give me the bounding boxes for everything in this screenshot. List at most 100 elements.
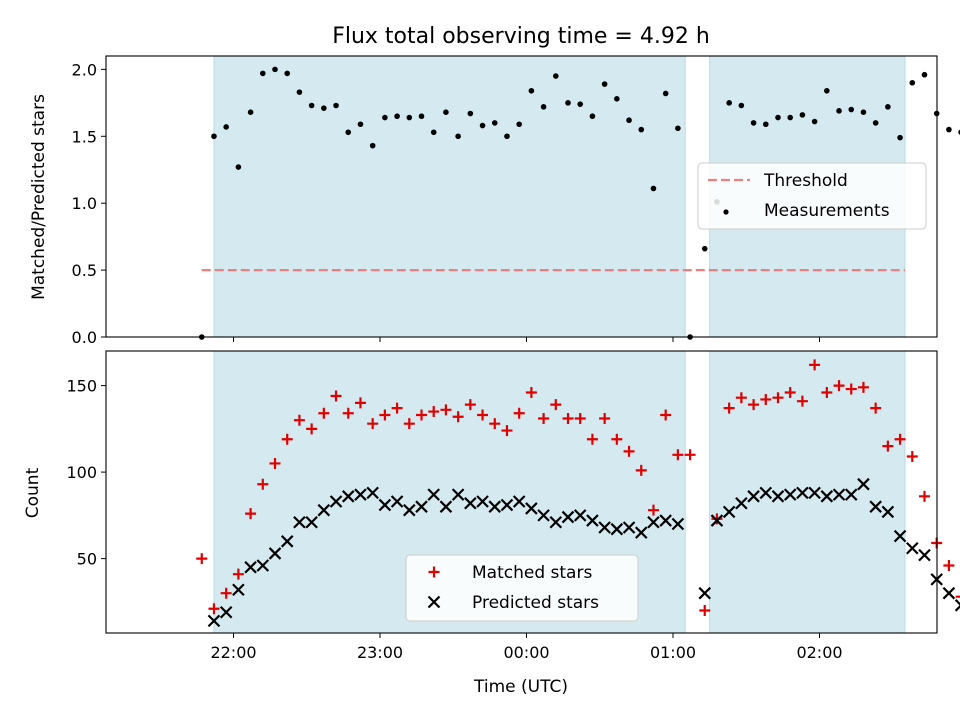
chart-title: Flux total observing time = 4.92 h (332, 24, 710, 49)
measurement-point (369, 142, 376, 149)
matched-stars-point (684, 449, 696, 461)
matched-stars-point (784, 387, 796, 399)
matched-stars-point (452, 411, 464, 423)
measurement-point (467, 110, 474, 117)
x-tick-label: 02:00 (796, 643, 842, 662)
predicted-stars-point (893, 529, 907, 543)
measurement-point (614, 96, 620, 102)
measurement-point (885, 104, 891, 110)
predicted-stars-point (808, 486, 821, 500)
predicted-stars-point (881, 505, 895, 519)
measurement-point (921, 71, 928, 78)
count-panel-series-matched-stars (196, 359, 960, 617)
measurement-point (601, 81, 608, 87)
predicted-stars-point (415, 500, 428, 513)
predicted-stars-point (232, 583, 245, 597)
legend-label: Measurements (764, 201, 890, 221)
measurement-point (638, 126, 645, 133)
measurement-point (528, 87, 535, 94)
measurement-point (738, 102, 745, 109)
matched-stars-point (220, 587, 232, 599)
predicted-stars-point (329, 495, 343, 508)
predicted-stars-point (747, 490, 760, 503)
measurement-point (247, 109, 254, 115)
predicted-stars-point (512, 495, 526, 508)
matched-stars-point (845, 383, 857, 395)
measurement-point (824, 87, 830, 94)
measurement-point (650, 185, 657, 192)
matched-stars-point (477, 409, 489, 421)
predicted-stars-point (622, 521, 636, 534)
x-tick-label: 22:00 (210, 643, 256, 662)
measurement-point (284, 70, 291, 77)
count-panel-series-predicted-stars (207, 477, 960, 628)
x-tick-label: 00:00 (503, 643, 549, 662)
matched-stars-point (699, 605, 711, 617)
matched-stars-point (894, 433, 906, 445)
predicted-stars-point (476, 495, 489, 508)
measurement-point (565, 100, 571, 106)
predicted-stars-point (722, 505, 736, 519)
predicted-stars-point (783, 488, 797, 501)
matched-stars-point (809, 359, 821, 371)
measurement-point (223, 124, 229, 130)
matched-stars-point (281, 433, 293, 445)
matched-stars-point (660, 409, 672, 421)
measurement-point (726, 100, 732, 106)
measurement-point (799, 112, 806, 118)
matched-stars-point (672, 449, 684, 461)
measurement-point (430, 129, 437, 136)
matched-stars-point (635, 464, 647, 476)
matched-stars-point (748, 399, 760, 411)
measurement-point (516, 121, 522, 128)
matched-stars-point (293, 414, 305, 426)
predicted-stars-point (354, 488, 367, 501)
predicted-stars-point (610, 522, 624, 536)
matched-stars-point (379, 409, 391, 421)
matched-stars-point (735, 392, 747, 404)
matched-stars-point (513, 407, 525, 419)
matched-stars-point (245, 508, 257, 520)
legend-predicted-swatch (427, 595, 441, 609)
matched-stars-point (257, 478, 269, 490)
measurement-point (357, 121, 364, 128)
matched-stars-point (367, 418, 379, 430)
predicted-stars-point (832, 488, 846, 501)
predicted-stars-point (561, 510, 575, 524)
measurement-point (394, 113, 400, 120)
measurement-point (382, 114, 388, 121)
matched-stars-point (403, 418, 415, 430)
predicted-stars-point (735, 496, 748, 510)
measurement-point (787, 114, 793, 121)
ratio-panel-y-tick-label: 1.0 (72, 194, 97, 213)
measurement-point (296, 89, 303, 95)
count-panel-y-tick-label: 100 (66, 463, 97, 482)
measurement-point (675, 125, 681, 132)
ratio-panel-y-tick-label: 0.5 (72, 261, 97, 280)
matched-stars-point (955, 595, 960, 598)
measurement-point (811, 118, 818, 125)
measurement-point (553, 73, 559, 79)
matched-stars-point (464, 399, 476, 411)
measurement-point (235, 164, 242, 170)
predicted-stars-point (439, 500, 453, 513)
matched-stars-point (318, 407, 330, 419)
matched-stars-point (525, 387, 537, 399)
predicted-stars-point (293, 515, 306, 529)
predicted-stars-point (219, 605, 233, 619)
predicted-stars-point (759, 486, 773, 500)
predicted-stars-point (918, 548, 931, 562)
predicted-stars-point (869, 500, 882, 513)
measurement-point (589, 113, 596, 120)
predicted-stars-point (573, 509, 587, 522)
measurement-point (836, 108, 842, 114)
predicted-stars-point (549, 515, 563, 529)
measurement-point (909, 79, 916, 86)
x-axis-label: Time (UTC) (473, 677, 568, 697)
measurement-point (540, 104, 547, 110)
legend-box (697, 162, 927, 230)
matched-stars-point (906, 451, 918, 463)
ratio-panel-y-tick-label: 2.0 (72, 60, 97, 79)
measurement-point (406, 114, 413, 121)
measurement-point (504, 133, 510, 140)
